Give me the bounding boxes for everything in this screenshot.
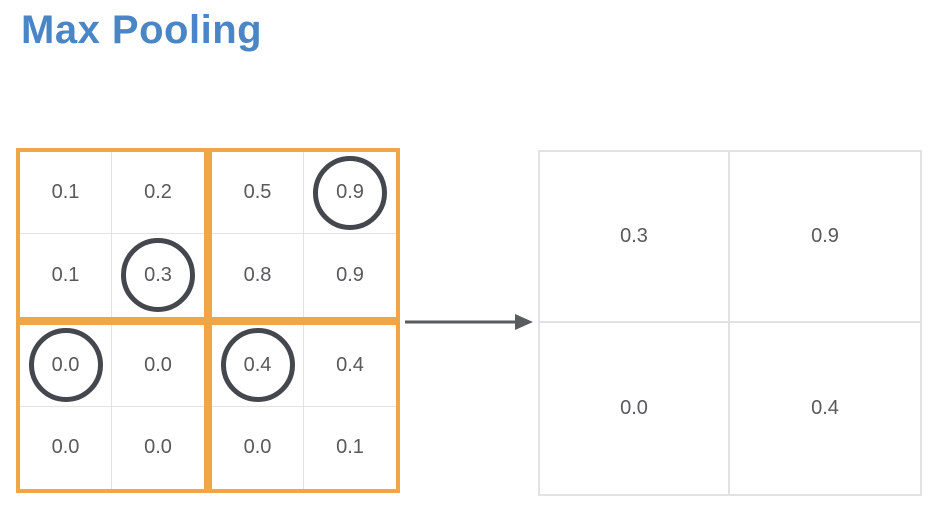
pool-window-bottom-right: 0.4 0.4 0.0 0.1: [208, 320, 400, 493]
input-cell: 0.4: [304, 325, 396, 407]
input-cell: 0.9: [336, 263, 364, 286]
input-cell: 0.1: [20, 152, 112, 235]
input-cell: 0.5: [212, 152, 304, 235]
input-cell: 0.0: [20, 324, 112, 407]
input-cell: 0.1: [336, 436, 364, 459]
input-cell: 0.0: [212, 406, 304, 489]
output-cell: 0.9: [730, 152, 920, 323]
input-cell: 0.8: [212, 234, 304, 317]
input-cell: 0.0: [144, 436, 172, 459]
input-cell: 0.1: [20, 234, 112, 317]
arrow-right-icon: [405, 314, 533, 330]
pool-window-bottom-left: 0.0 0.0 0.0 0.0: [16, 320, 208, 493]
input-cell: 0.3: [112, 234, 204, 316]
pool-window-top-left: 0.1 0.2 0.1 0.3: [16, 148, 208, 321]
output-grid: 0.3 0.9 0.0 0.4: [538, 150, 922, 496]
input-cell: 0.9: [304, 152, 396, 235]
pool-window-top-right: 0.5 0.9 0.8 0.9: [208, 148, 400, 321]
input-cell: 0.2: [112, 152, 204, 235]
input-cell: 0.0: [20, 406, 112, 489]
input-grid: 0.1 0.2 0.1 0.3 0.5 0.9 0.8 0.9 0.0 0.0 …: [16, 148, 400, 493]
input-cell: 0.0: [112, 325, 204, 407]
input-cell: 0.4: [212, 324, 304, 407]
page-title: Max Pooling: [21, 8, 263, 52]
output-cell: 0.4: [811, 397, 839, 419]
output-cell: 0.0: [540, 323, 730, 494]
output-cell: 0.3: [540, 152, 730, 323]
